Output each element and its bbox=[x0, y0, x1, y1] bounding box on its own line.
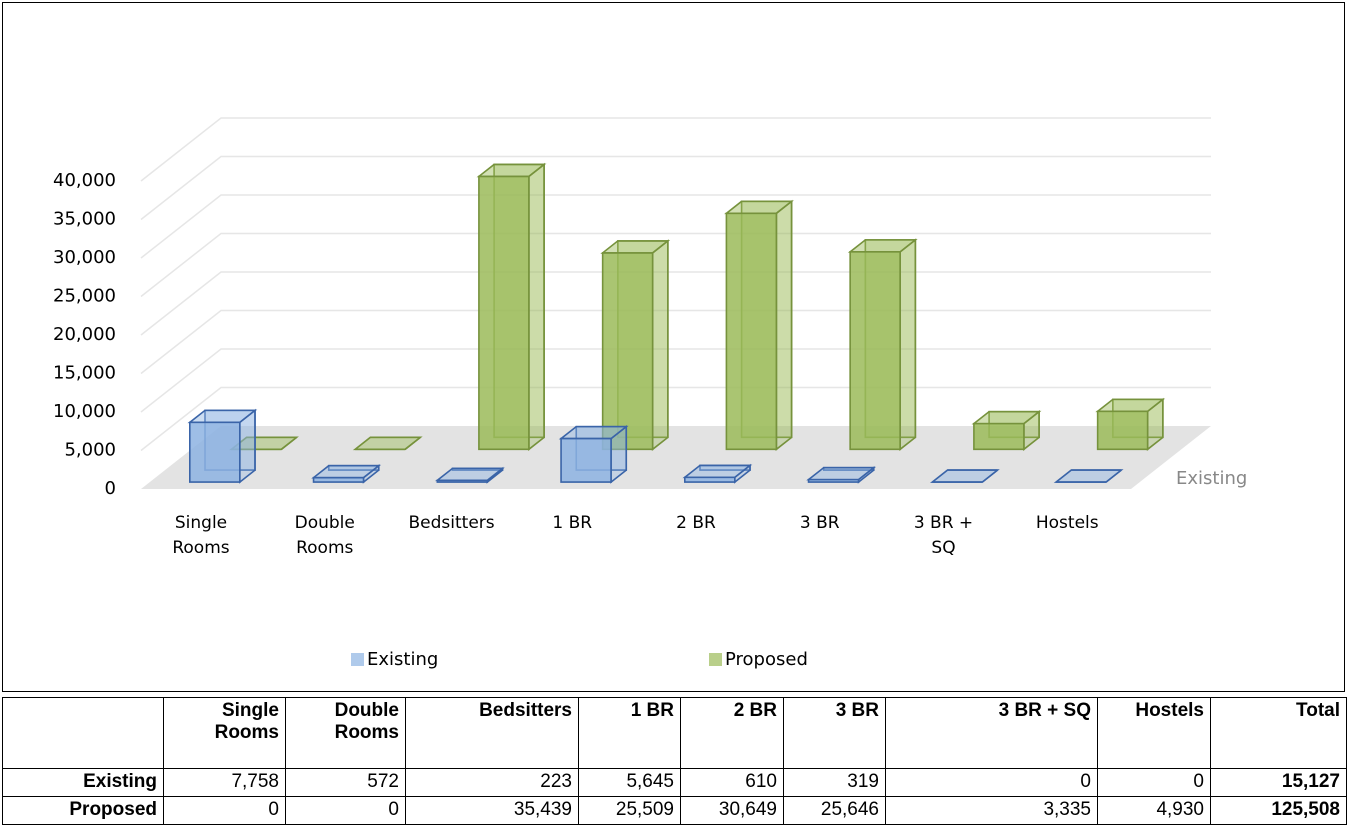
legend-label: Existing bbox=[367, 649, 438, 670]
corner-cell bbox=[2, 697, 164, 769]
table-row: Proposed 0 0 35,439 25,509 30,649 25,646 3,335 4… bbox=[2, 796, 1347, 825]
table-cell: 4,930 bbox=[1097, 796, 1211, 825]
header-cell: Double Rooms bbox=[285, 697, 406, 769]
table-body: Existing 7,758 572 223 5,645 610 319 0 0 15,127 Pr… bbox=[2, 768, 1347, 825]
x-tick-label: 3 BR bbox=[799, 513, 840, 533]
header-cell: 2 BR bbox=[680, 697, 784, 769]
y-tick-label: 0 bbox=[105, 478, 116, 499]
table-row: Existing 7,758 572 223 5,645 610 319 0 0 15,127 bbox=[2, 768, 1347, 797]
bar bbox=[683, 476, 736, 483]
bar bbox=[189, 421, 241, 483]
header-cell: Single Rooms bbox=[163, 697, 286, 769]
bar bbox=[560, 437, 612, 483]
bar bbox=[725, 212, 778, 451]
table-cell: 0 bbox=[885, 768, 1098, 797]
bar bbox=[478, 175, 530, 451]
grid-line bbox=[140, 155, 1211, 221]
grid-line bbox=[140, 309, 1211, 375]
legend-swatch bbox=[709, 653, 722, 666]
row-label: Proposed bbox=[2, 796, 164, 825]
table-cell: 319 bbox=[783, 768, 886, 797]
row-label: Existing bbox=[2, 768, 164, 797]
y-tick-label: 30,000 bbox=[53, 247, 116, 268]
header-cell: 3 BR + SQ bbox=[885, 697, 1098, 769]
table-cell: 25,646 bbox=[783, 796, 886, 825]
y-tick-label: 10,000 bbox=[53, 401, 116, 422]
grid-line bbox=[140, 271, 1211, 336]
bar bbox=[312, 476, 365, 483]
x-tick-label: 1 BR bbox=[552, 513, 593, 533]
grid-line bbox=[140, 232, 1211, 298]
table-cell: 0 bbox=[1097, 768, 1211, 797]
bar bbox=[601, 252, 654, 451]
floor bbox=[141, 426, 1211, 489]
grid-line bbox=[140, 117, 1211, 182]
y-tick-label: 15,000 bbox=[53, 363, 116, 384]
bar-side bbox=[651, 239, 669, 451]
x-tick-label: 3 BR + SQ bbox=[913, 513, 974, 558]
x-tick-label: Bedsitters bbox=[408, 513, 495, 533]
table-cell: 223 bbox=[405, 768, 579, 797]
bar bbox=[973, 422, 1025, 451]
table-cell: 610 bbox=[680, 768, 784, 797]
header-row: Single Rooms Double Rooms Bedsitters 1 BR 2 … bbox=[2, 697, 1347, 769]
table-cell: 0 bbox=[163, 796, 286, 825]
bar-side bbox=[775, 199, 793, 451]
table-cell: 7,758 bbox=[163, 768, 286, 797]
table-cell: 15,127 bbox=[1210, 768, 1347, 797]
x-tick-label: Hostels bbox=[1035, 513, 1099, 533]
chart: 0 5,000 10,000 15,000 20,000 25,000 30,000 35,0… bbox=[53, 117, 1247, 670]
table-cell: 125,508 bbox=[1210, 796, 1347, 825]
x-tick-label: Single Rooms bbox=[172, 513, 230, 558]
table-cell: 25,509 bbox=[578, 796, 681, 825]
table-cell: 0 bbox=[285, 796, 406, 825]
header-cell: 3 BR bbox=[783, 697, 886, 769]
header-cell: 1 BR bbox=[578, 697, 681, 769]
bar-side bbox=[528, 162, 545, 451]
y-tick-label: 25,000 bbox=[53, 286, 116, 307]
y-tick-label: 35,000 bbox=[53, 209, 116, 230]
table-cell: 572 bbox=[285, 768, 406, 797]
bar bbox=[849, 251, 901, 451]
y-tick-label: 20,000 bbox=[53, 324, 116, 345]
depth-axis-label: Existing bbox=[1176, 468, 1247, 489]
bar bbox=[807, 478, 860, 483]
y-tick-label: 5,000 bbox=[64, 440, 116, 461]
bar bbox=[436, 479, 489, 483]
table-cell: 3,335 bbox=[885, 796, 1098, 825]
table-cell: 5,645 bbox=[578, 768, 681, 797]
header-cell: Total bbox=[1210, 697, 1347, 769]
y-tick-label: 40,000 bbox=[53, 170, 116, 191]
legend-label: Proposed bbox=[725, 649, 808, 670]
bar-side bbox=[899, 238, 917, 451]
table-cell: 30,649 bbox=[680, 796, 784, 825]
header-cell: Bedsitters bbox=[405, 697, 579, 769]
data-table: Single Rooms Double Rooms Bedsitters 1 BR 2 … bbox=[2, 697, 1347, 825]
legend-swatch bbox=[351, 653, 364, 666]
grid-line bbox=[140, 194, 1211, 259]
x-tick-label: Double Rooms bbox=[294, 513, 355, 558]
table-cell: 35,439 bbox=[405, 796, 579, 825]
x-tick-label: 2 BR bbox=[676, 513, 716, 533]
bar bbox=[1096, 410, 1149, 451]
chart-frame: 0 5,000 10,000 15,000 20,000 25,000 30,000 35,0… bbox=[2, 2, 1345, 692]
header-cell: Hostels bbox=[1097, 697, 1211, 769]
grid-line bbox=[140, 348, 1211, 413]
